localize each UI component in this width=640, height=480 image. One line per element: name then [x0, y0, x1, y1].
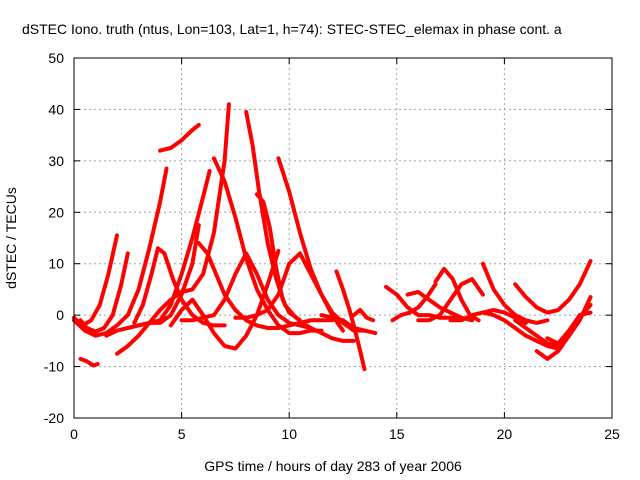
series-arc-2 [78, 251, 130, 334]
series-arc-32 [545, 310, 593, 346]
series-arc-27 [480, 261, 550, 325]
y-tick-label: 50 [48, 50, 64, 66]
series-arc-22 [390, 282, 438, 323]
y-tick-label: -10 [44, 359, 64, 375]
plot-frame [73, 57, 613, 419]
series-arc-4 [72, 166, 169, 338]
x-tick-label: 0 [70, 426, 78, 442]
x-tick-label: 20 [497, 426, 513, 442]
series-arc-16 [254, 192, 302, 323]
series-arc-24 [416, 277, 485, 323]
x-tick-label: 5 [178, 426, 186, 442]
x-axis-tick-labels: 0 5 10 15 20 25 [70, 426, 620, 442]
x-tick-label: 10 [281, 426, 297, 442]
series-arc-3 [78, 356, 100, 368]
y-tick-label: 20 [48, 204, 64, 220]
series-arc-6 [115, 102, 231, 356]
series-arc-12 [196, 241, 335, 330]
chart-title: dSTEC Iono. truth (ntus, Lon=103, Lat=1,… [22, 21, 562, 37]
series-arc-20 [351, 308, 376, 323]
series-arc-28 [480, 310, 561, 351]
series-arc-18 [319, 313, 378, 336]
y-tick-label: 10 [48, 256, 64, 272]
series-arc-5 [104, 169, 212, 338]
x-tick-label: 25 [604, 426, 620, 442]
series-arc-7 [136, 223, 201, 328]
axis-ticks [73, 57, 613, 419]
series-arc-29 [513, 259, 593, 315]
series-arc-21 [384, 284, 464, 320]
series-arc-19 [334, 269, 367, 372]
series-arc-9 [158, 122, 201, 153]
x-axis-title: GPS time / hours of day 283 of year 2006 [204, 458, 462, 474]
x-tick-label: 15 [389, 426, 405, 442]
series-arc-23 [405, 290, 475, 323]
y-axis-title: dSTEC / TECUs [3, 187, 19, 289]
series-arc-1 [72, 233, 119, 328]
series-group [72, 102, 593, 372]
y-axis-tick-labels: -20 -10 0 10 20 30 40 50 [44, 50, 64, 426]
y-tick-label: 40 [48, 101, 64, 117]
y-tick-label: 30 [48, 153, 64, 169]
series-arc-26 [448, 308, 528, 325]
series-arc-17 [276, 156, 367, 333]
grid [74, 58, 612, 418]
y-tick-label: -20 [44, 410, 64, 426]
y-tick-label: 0 [56, 307, 64, 323]
series-arc-10 [168, 248, 281, 351]
